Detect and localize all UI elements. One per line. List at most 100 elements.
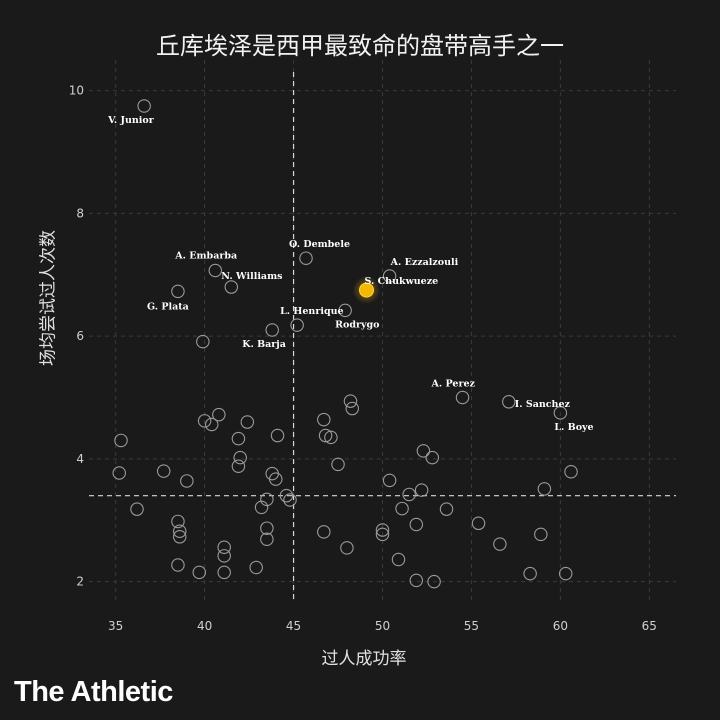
data-point	[260, 532, 274, 546]
data-point	[260, 492, 274, 507]
data-point	[217, 549, 231, 563]
x-tick-label: 40	[197, 619, 212, 633]
x-tick-label: 55	[464, 619, 479, 633]
chart-title: 丘库埃泽是西甲最致命的盘带高手之一	[156, 32, 564, 60]
point-label: L. Henrique	[280, 306, 343, 317]
y-tick-label: 8	[76, 206, 84, 220]
data-point	[171, 558, 185, 572]
data-point	[270, 428, 285, 443]
point-label: G. Plata	[147, 301, 189, 312]
data-point	[439, 502, 454, 516]
data-point	[180, 474, 194, 488]
point-label: A. Ezzalzouli	[390, 257, 459, 268]
data-point	[212, 407, 226, 422]
point-label: S. Chukwueze	[364, 276, 438, 287]
data-points	[112, 99, 578, 589]
data-point	[375, 527, 390, 542]
data-point	[171, 514, 185, 529]
data-point	[345, 401, 360, 416]
data-point	[172, 524, 187, 539]
x-tick-label: 50	[375, 619, 390, 633]
point-label: L. Boye	[554, 422, 593, 433]
data-point	[265, 323, 279, 337]
data-point	[409, 573, 424, 588]
data-point	[208, 263, 223, 278]
data-point	[395, 501, 409, 516]
data-point	[318, 428, 333, 443]
data-point	[425, 450, 440, 465]
data-point	[217, 565, 231, 580]
data-point	[254, 500, 269, 515]
data-point	[204, 417, 219, 432]
data-point	[414, 483, 429, 497]
data-point	[196, 334, 210, 349]
data-point	[197, 414, 212, 428]
data-point	[343, 394, 358, 408]
data-point	[156, 464, 171, 478]
data-point	[534, 527, 548, 542]
data-point	[299, 251, 313, 265]
grid	[89, 60, 676, 600]
point-label: V. Junior	[107, 115, 155, 126]
data-point	[279, 488, 294, 503]
data-point	[260, 521, 274, 535]
data-point	[382, 473, 397, 488]
x-axis-label: 过人成功率	[321, 649, 407, 669]
data-point	[249, 560, 263, 575]
data-point	[317, 412, 331, 427]
data-point	[231, 431, 246, 446]
data-point	[375, 523, 390, 537]
data-point	[409, 517, 424, 532]
data-point	[523, 566, 537, 581]
y-tick-label: 4	[76, 452, 84, 466]
point-label: A. Embarba	[174, 250, 237, 261]
y-tick-label: 2	[76, 575, 84, 589]
reference-lines	[89, 72, 676, 600]
data-point	[324, 430, 338, 445]
y-tick-label: 6	[76, 329, 84, 343]
point-label: I. Sanchez	[515, 399, 571, 410]
data-point	[233, 450, 247, 465]
brand-logo: The Athletic	[14, 676, 173, 708]
data-point	[391, 552, 406, 567]
x-tick-label: 35	[108, 619, 123, 633]
data-point	[217, 540, 231, 554]
data-point	[564, 464, 578, 479]
data-point	[338, 303, 352, 318]
data-point	[137, 99, 151, 113]
data-point	[269, 472, 283, 486]
data-point	[558, 566, 573, 581]
point-labels: V. Junior O. Dembele A. Embarba A. Ezzalzou…	[107, 115, 593, 433]
data-point	[427, 574, 441, 589]
data-point	[283, 493, 297, 507]
data-point	[455, 390, 470, 405]
data-point	[240, 415, 255, 429]
data-point	[502, 395, 516, 409]
point-label: A. Perez	[431, 379, 476, 390]
point-label: Rodrygo	[335, 319, 379, 330]
data-point	[192, 565, 207, 580]
data-point	[416, 444, 431, 458]
point-label: K. Barja	[242, 339, 286, 350]
data-point	[471, 516, 486, 531]
data-point	[493, 537, 507, 551]
data-point	[290, 318, 304, 332]
data-point	[112, 466, 126, 480]
data-point	[172, 530, 187, 544]
data-point	[224, 280, 239, 294]
data-point	[114, 433, 128, 448]
x-tick-label: 45	[286, 619, 301, 633]
x-tick-label: 65	[642, 619, 657, 633]
data-point	[340, 541, 354, 555]
data-point	[402, 487, 416, 502]
data-point	[171, 284, 185, 299]
x-tick-label: 60	[553, 619, 568, 633]
data-point	[537, 482, 552, 496]
data-point	[130, 502, 144, 516]
data-point	[553, 406, 568, 420]
data-point	[317, 525, 331, 539]
axis-ticks: 35 40 45 50 55 60 65 2 4 6 8 10	[69, 84, 657, 633]
highlight-point	[358, 282, 374, 298]
point-label: N. Williams	[221, 271, 282, 282]
